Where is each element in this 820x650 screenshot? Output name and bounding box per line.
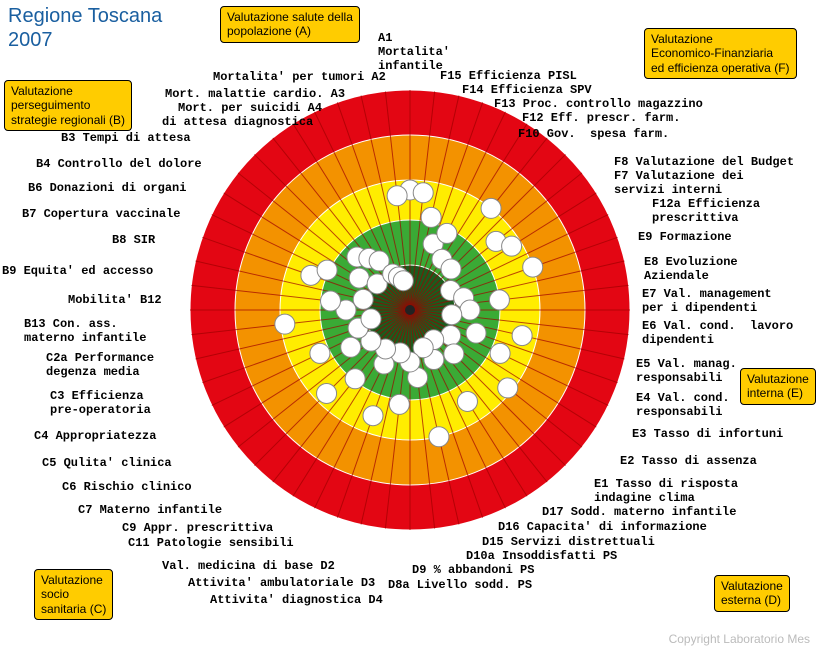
box-a: Valutazione salute dellapopolazione (A) [220, 6, 360, 43]
spoke-label-20: C11 Patologie sensibili [128, 537, 294, 551]
spoke-label-41: F8 Valutazione del Budget [614, 156, 794, 170]
spoke-label-12: B13 Con. ass. materno infantile [24, 318, 146, 346]
spoke-label-7: B6 Donazioni di organi [28, 182, 186, 196]
spoke-label-44: F13 Proc. controllo magazzino [494, 98, 703, 112]
box-d: Valutazioneesterna (D) [714, 575, 790, 612]
box-c: Valutazionesociosanitaria (C) [34, 569, 113, 620]
spoke-label-43: F12 Eff. prescr. farm. [522, 112, 680, 126]
spoke-label-11: Mobilita' B12 [68, 294, 162, 308]
spoke-label-19: C9 Appr. prescrittiva [122, 522, 273, 536]
spoke-label-38: E9 Formazione [638, 231, 732, 245]
spoke-label-24: D8a Livello sodd. PS [388, 579, 532, 593]
spoke-label-10: B9 Equita' ed accesso [2, 265, 153, 279]
spoke-label-3: Mort. per suicidi A4 [178, 102, 322, 116]
box-b: Valutazioneperseguimentostrategie region… [4, 80, 132, 131]
spoke-label-18: C7 Materno infantile [78, 504, 222, 518]
title-line-1: Regione Toscana [8, 5, 162, 27]
spoke-label-25: D9 % abbandoni PS [412, 564, 534, 578]
spoke-label-29: D17 Sodd. materno infantile [542, 506, 736, 520]
spoke-label-17: C6 Rischio clinico [62, 481, 192, 495]
copyright-text: Copyright Laboratorio Mes [669, 632, 810, 646]
spoke-label-27: D15 Servizi distrettuali [482, 536, 655, 550]
spoke-label-15: C4 Appropriatezza [34, 430, 156, 444]
spoke-label-42: F10 Gov. spesa farm. [518, 128, 669, 142]
spoke-label-45: F14 Efficienza SPV [462, 84, 592, 98]
spoke-label-21: Val. medicina di base D2 [162, 560, 335, 574]
spoke-label-5: B3 Tempi di attesa [61, 132, 191, 146]
spoke-label-22: Attivita' ambulatoriale D3 [188, 577, 375, 591]
spoke-label-2: Mort. malattie cardio. A3 [165, 88, 345, 102]
spoke-label-13: C2a Performance degenza media [46, 352, 154, 380]
spoke-label-16: C5 Qulita' clinica [42, 457, 172, 471]
spoke-label-6: B4 Controllo del dolore [36, 158, 202, 172]
spoke-label-4: di attesa diagnostica [162, 116, 313, 130]
page-title: Regione Toscana 2007 [8, 4, 162, 52]
spoke-label-0: A1 Mortalita' infantile [378, 32, 450, 73]
spoke-label-32: E3 Tasso di infortuni [632, 428, 783, 442]
spoke-label-14: C3 Efficienza pre-operatoria [50, 390, 151, 418]
spoke-label-30: E1 Tasso di risposta indagine clima [594, 478, 738, 506]
spoke-label-37: E8 Evoluzione Aziendale [644, 256, 738, 284]
spoke-label-39: F12a Efficienza prescrittiva [652, 198, 760, 226]
spoke-label-28: D16 Capacita' di informazione [498, 521, 707, 535]
box-f: ValutazioneEconomico-Finanziariaed effic… [644, 28, 797, 79]
spoke-label-34: E5 Val. manag. responsabili [636, 358, 737, 386]
spoke-label-23: Attivita' diagnostica D4 [210, 594, 383, 608]
spoke-label-46: F15 Efficienza PISL [440, 70, 577, 84]
box-e: Valutazioneinterna (E) [740, 368, 816, 405]
spoke-label-8: B7 Copertura vaccinale [22, 208, 180, 222]
spoke-label-40: F7 Valutazione dei servizi interni [614, 170, 744, 198]
spoke-label-33: E4 Val. cond. responsabili [636, 392, 730, 420]
spoke-label-1: Mortalita' per tumori A2 [213, 71, 386, 85]
spoke-label-26: D10a Insoddisfatti PS [466, 550, 617, 564]
spoke-label-9: B8 SIR [112, 234, 155, 248]
spoke-label-36: E7 Val. management per i dipendenti [642, 288, 772, 316]
spoke-label-31: E2 Tasso di assenza [620, 455, 757, 469]
spoke-label-35: E6 Val. cond. lavoro dipendenti [642, 320, 793, 348]
title-line-2: 2007 [8, 29, 53, 51]
